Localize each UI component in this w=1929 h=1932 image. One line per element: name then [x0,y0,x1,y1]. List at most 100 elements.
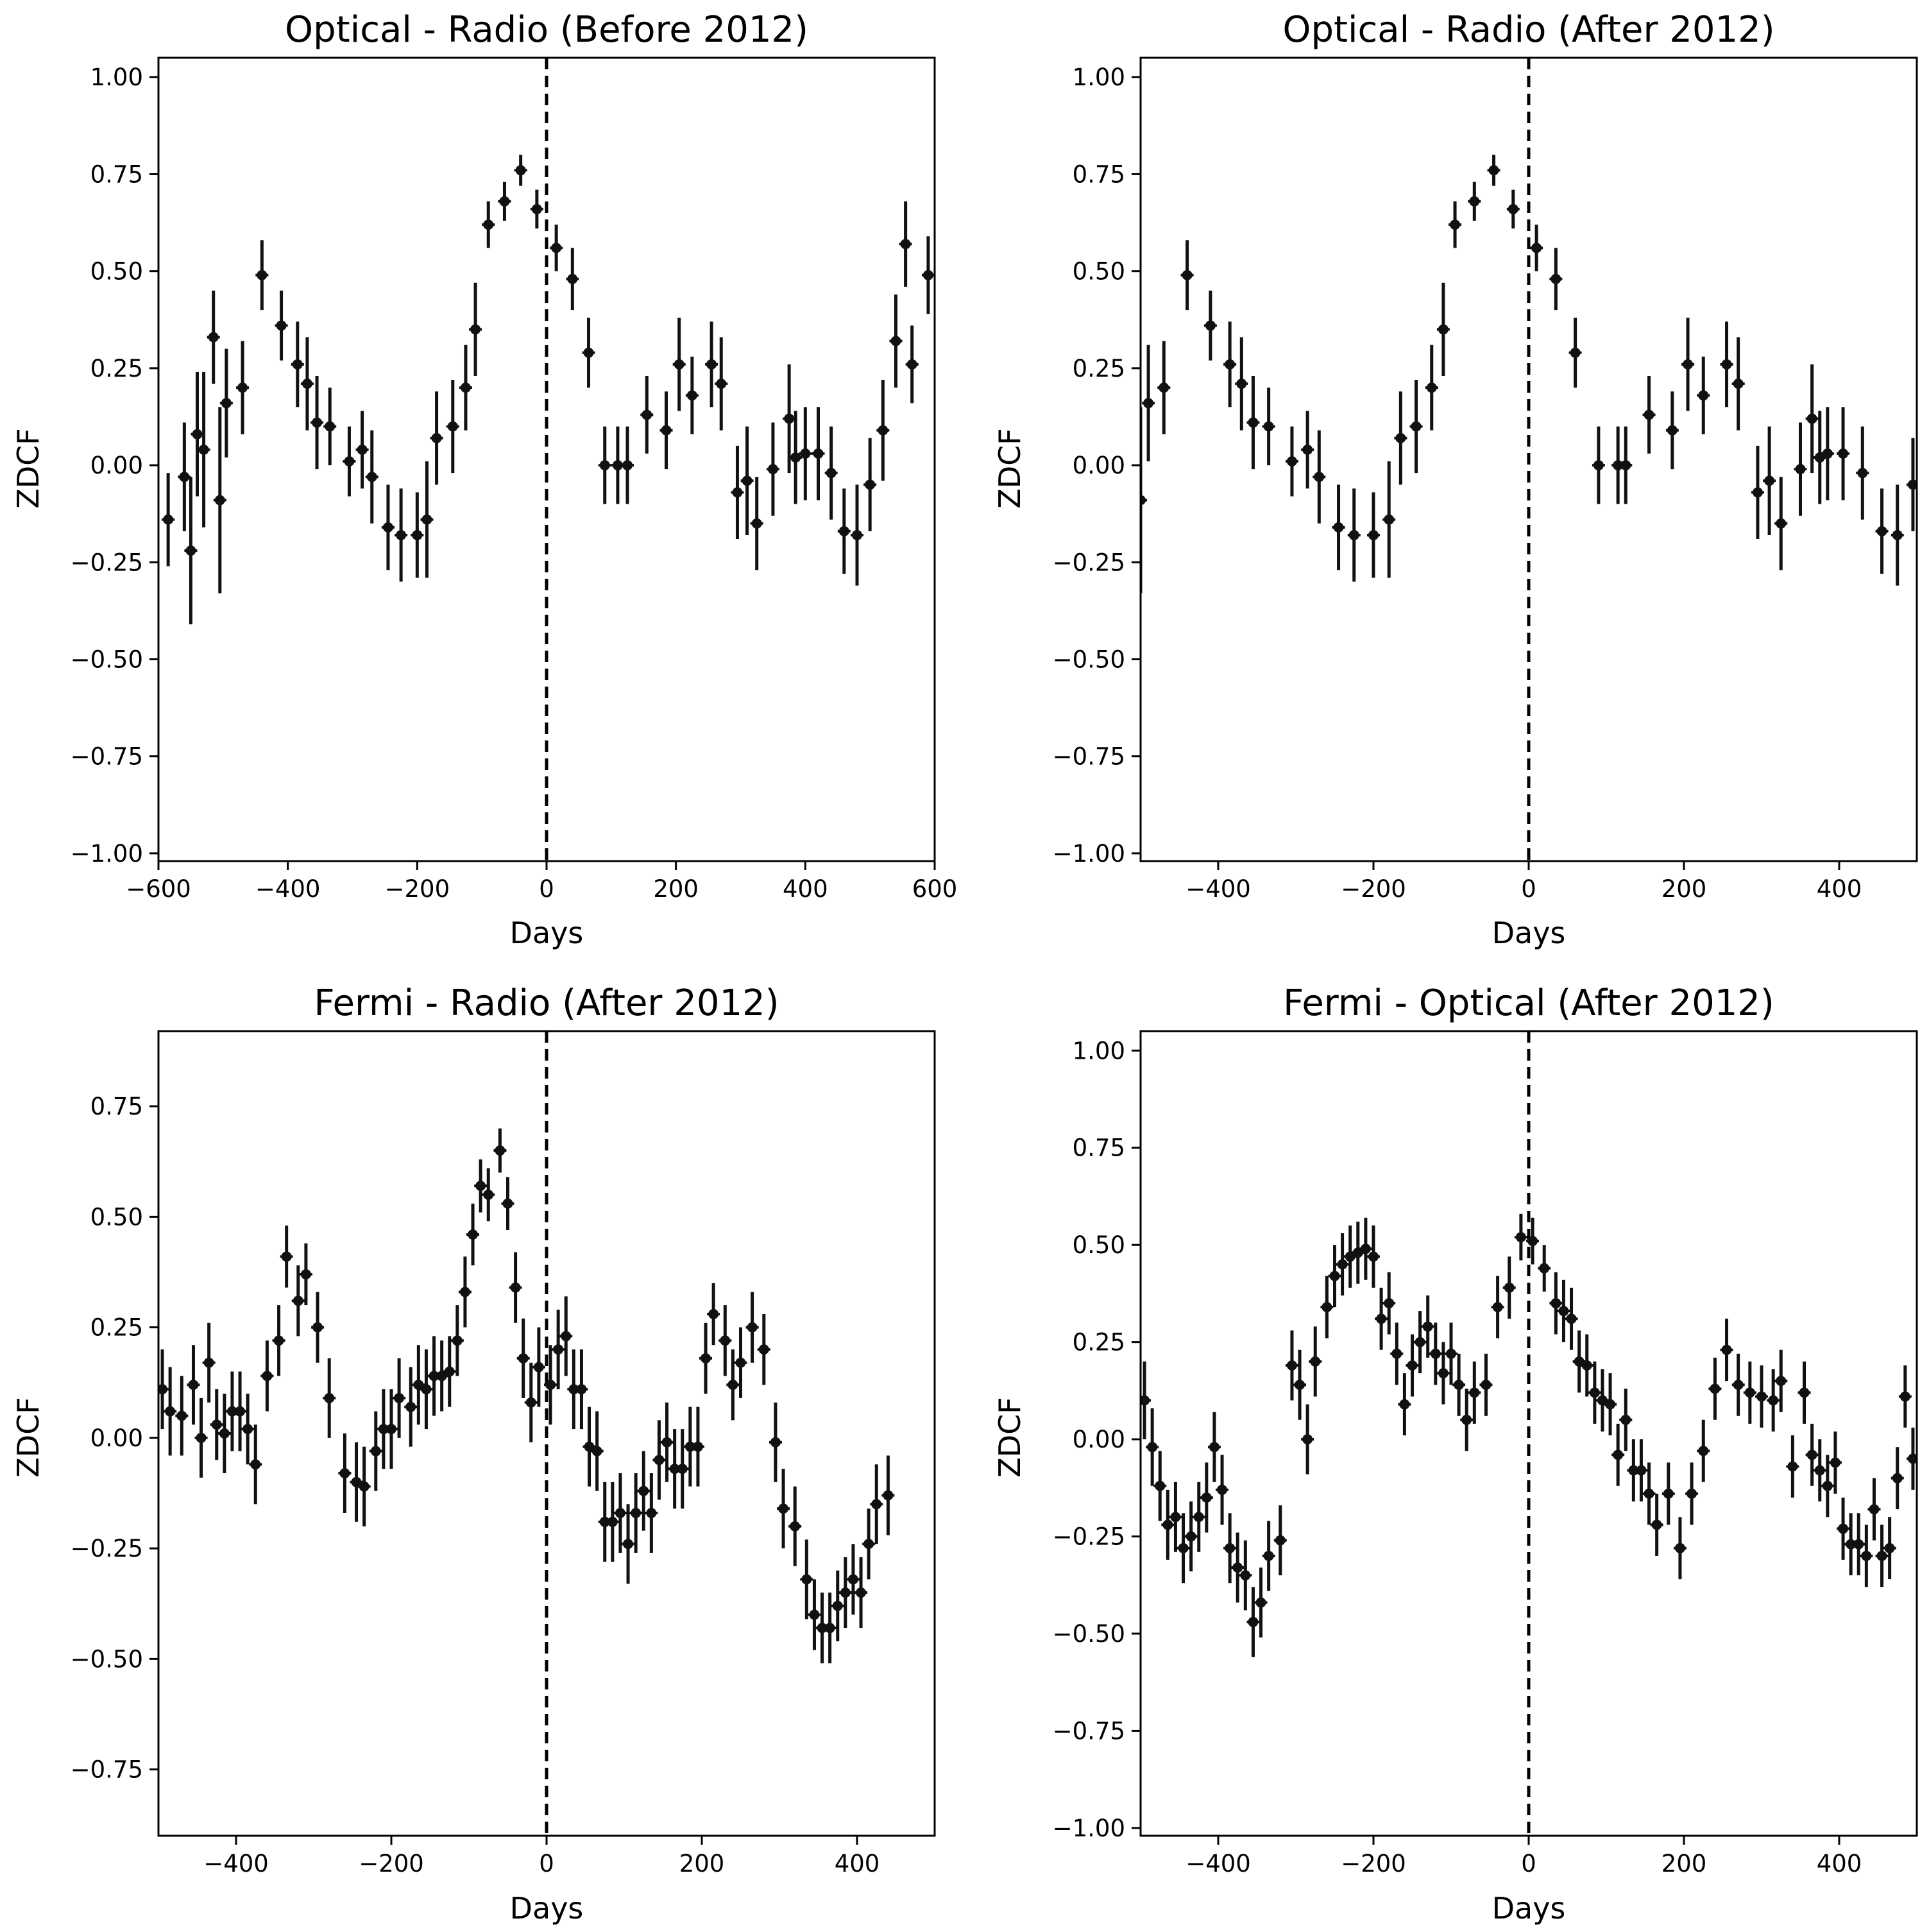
data-point [524,1362,538,1442]
data-marker [1492,1302,1503,1313]
data-marker [1286,456,1297,467]
data-marker [163,514,174,525]
data-point [1192,1482,1205,1552]
data-point [482,1168,495,1222]
data-marker [300,1269,311,1279]
data-marker [515,165,526,176]
data-marker [1570,347,1581,358]
data-point [769,1402,782,1482]
data-point [1436,282,1450,376]
data-marker [176,1410,187,1421]
x-tick-label: 0 [539,1850,554,1877]
y-tick-label: 0.50 [90,1203,143,1231]
data-marker [499,196,510,207]
data-marker [436,1371,447,1381]
data-point [838,1557,852,1629]
data-marker [817,1623,828,1634]
data-point [1786,1435,1799,1498]
plot-area: −600 −400 −200 0 200 400 600 −1.00 −0.75 −0.50 −0.… [71,56,957,903]
data-point [1293,1349,1307,1420]
data-point [191,372,204,497]
data-marker [185,545,196,556]
data-marker [1182,269,1193,280]
data-marker [179,472,190,483]
data-point [1813,411,1826,504]
data-point [393,1358,406,1438]
data-marker [1795,464,1806,475]
data-marker [1333,522,1344,533]
data-point [1530,225,1543,271]
data-point [622,1504,635,1584]
data-marker [1170,1512,1181,1523]
data-point [1604,1373,1617,1436]
data-point [1285,1330,1298,1401]
data-point [1891,484,1904,586]
data-marker [1776,1376,1787,1387]
data-marker [1721,1344,1732,1355]
data-point [280,1226,293,1288]
data-marker [1830,1457,1840,1468]
data-point [300,337,314,431]
data-marker [386,1424,396,1435]
data-point [899,201,912,287]
data-marker [405,1401,416,1412]
data-marker [809,1609,820,1620]
x-tick-label: 400 [1817,875,1862,903]
data-marker [735,1357,746,1368]
y-tick-label: −0.50 [71,1645,143,1673]
y-tick-label: 0.50 [1073,1231,1125,1259]
data-marker [561,1331,572,1342]
data-point [789,411,803,504]
data-point [715,337,728,431]
x-tick-label: 400 [783,875,828,903]
data-marker [1756,1391,1767,1402]
data-point [851,484,863,586]
data-point [310,375,324,470]
y-axis-label: ZDCF [992,428,1027,509]
data-marker [720,1335,731,1346]
data-marker [366,472,377,483]
data-marker [852,529,862,540]
data-point [241,1393,255,1465]
data-marker [742,475,752,486]
x-tick-label: −400 [255,875,321,903]
data-marker [1143,398,1154,409]
data-point [1382,461,1396,578]
data-point [187,1345,200,1425]
data-series [162,155,935,625]
data-marker [1205,320,1216,331]
data-point [532,1327,545,1407]
y-axis-label: ZDCF [11,428,46,509]
chart-title: Fermi - Optical (After 2012) [1283,982,1774,1024]
data-marker [1193,1512,1204,1523]
data-marker [483,1189,494,1200]
data-marker [1876,526,1887,536]
data-marker [706,359,717,370]
data-point [672,318,686,411]
y-tick-label: 1.00 [1073,64,1125,91]
data-point [299,1243,312,1306]
data-point [1313,430,1326,524]
data-point [683,1406,697,1487]
data-marker [677,1464,688,1475]
data-point [575,1349,588,1430]
data-marker [661,425,672,436]
data-point [1153,1451,1167,1521]
data-marker [1141,495,1146,506]
data-point [1413,1311,1427,1374]
data-marker [242,1424,253,1435]
data-marker [1733,379,1744,389]
data-marker [622,460,633,471]
data-marker [1764,475,1775,486]
data-point [1223,321,1237,407]
data-marker [1422,1321,1433,1332]
data-point [582,1406,596,1487]
data-series [158,1128,895,1664]
data-point [1611,426,1625,504]
data-marker [302,379,312,389]
data-series [1141,155,1917,594]
data-marker [801,1574,812,1585]
data-marker [525,1397,536,1408]
data-marker [1488,165,1499,176]
data-point [213,407,226,594]
